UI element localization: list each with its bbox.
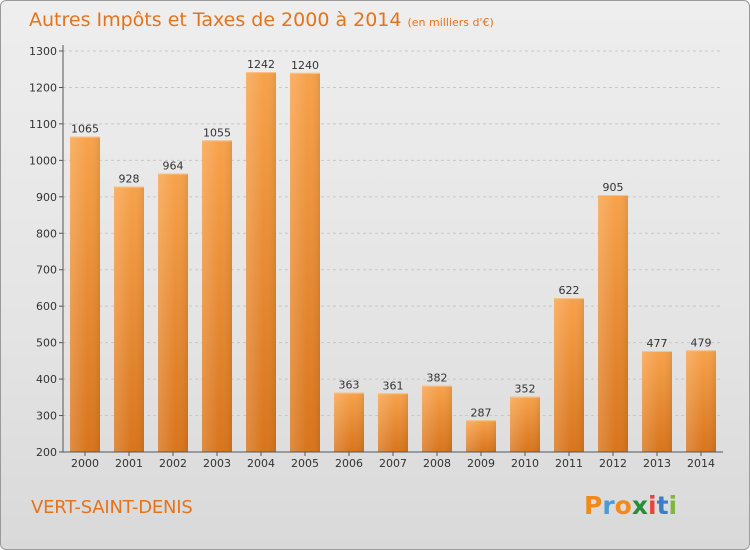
x-tick-label: 2007 <box>379 457 407 470</box>
bar-shade <box>422 385 452 452</box>
logo-letter: t <box>656 491 669 520</box>
y-tick-label: 800 <box>36 227 57 240</box>
data-label: 1065 <box>71 123 99 136</box>
y-tick-label: 700 <box>36 264 57 277</box>
logo-letter: P <box>584 491 603 520</box>
data-label: 905 <box>603 181 624 194</box>
x-tick-label: 2014 <box>687 457 715 470</box>
y-tick-label: 400 <box>36 373 57 386</box>
data-label: 479 <box>691 336 712 349</box>
y-tick-label: 300 <box>36 410 57 423</box>
chart-title-text: Autres Impôts et Taxes de 2000 à 2014 <box>29 9 402 31</box>
chart-title: Autres Impôts et Taxes de 2000 à 2014 (en… <box>29 9 494 31</box>
data-label: 363 <box>339 379 360 392</box>
y-tick-label: 1300 <box>29 45 57 58</box>
bars <box>70 72 716 453</box>
y-tick-label: 900 <box>36 191 57 204</box>
bar-shade <box>290 72 320 452</box>
logo-letter: o <box>614 491 632 520</box>
x-tick-label: 2002 <box>159 457 187 470</box>
x-tick-label: 2010 <box>511 457 539 470</box>
bar-shade <box>334 392 364 452</box>
data-label: 1240 <box>291 59 319 72</box>
x-tick-label: 2008 <box>423 457 451 470</box>
bar-shade <box>466 420 496 452</box>
x-tick-label: 2005 <box>291 457 319 470</box>
bar-shade <box>246 72 276 452</box>
chart-subtitle: (en milliers d'€) <box>407 16 494 29</box>
logo-letter: i <box>648 491 657 520</box>
data-label: 964 <box>163 159 184 172</box>
data-label: 352 <box>515 383 536 396</box>
bar-shade <box>202 140 232 452</box>
data-label: 1055 <box>203 126 231 139</box>
proxiti-logo: Proxiti <box>584 491 677 520</box>
place-name: VERT-SAINT-DENIS <box>31 497 193 518</box>
data-label: 1242 <box>247 58 275 71</box>
x-tick-label: 2012 <box>599 457 627 470</box>
x-tick-label: 2004 <box>247 457 275 470</box>
x-tick-label: 2001 <box>115 457 143 470</box>
axes: 200 300 400 500 600 700 800 900 1000 1100 1200 1300… <box>29 45 723 470</box>
bar-shade <box>642 351 672 452</box>
y-tick-label: 1100 <box>29 118 57 131</box>
bar-shade <box>158 173 188 452</box>
bar-shade <box>598 194 628 452</box>
bar-shade <box>554 298 584 452</box>
data-labels: 1065 928 964 1055 1242 1240 363 361 382 287 352 622… <box>71 58 712 419</box>
y-tick-label: 600 <box>36 300 57 313</box>
data-label: 622 <box>559 284 580 297</box>
data-label: 287 <box>471 406 492 419</box>
data-label: 361 <box>383 379 404 392</box>
bar-shade <box>510 396 540 452</box>
logo-letter: r <box>602 491 615 520</box>
y-tick-label: 1000 <box>29 154 57 167</box>
logo-letter: i <box>668 491 678 520</box>
y-tick-label: 200 <box>36 446 57 459</box>
x-tick-label: 2006 <box>335 457 363 470</box>
x-tick-label: 2009 <box>467 457 495 470</box>
data-label: 928 <box>119 173 140 186</box>
data-label: 382 <box>427 372 448 385</box>
bar-shade <box>114 186 144 453</box>
y-tick-label: 1200 <box>29 81 57 94</box>
x-tick-label: 2013 <box>643 457 671 470</box>
x-tick-label: 2003 <box>203 457 231 470</box>
bar-shade <box>70 136 100 452</box>
data-label: 477 <box>647 337 668 350</box>
x-tick-label: 2000 <box>71 457 99 470</box>
logo-letter: x <box>631 491 648 520</box>
x-tick-label: 2011 <box>555 457 583 470</box>
bar-shade <box>686 350 716 452</box>
y-tick-label: 500 <box>36 337 57 350</box>
bar-shade <box>378 393 408 452</box>
